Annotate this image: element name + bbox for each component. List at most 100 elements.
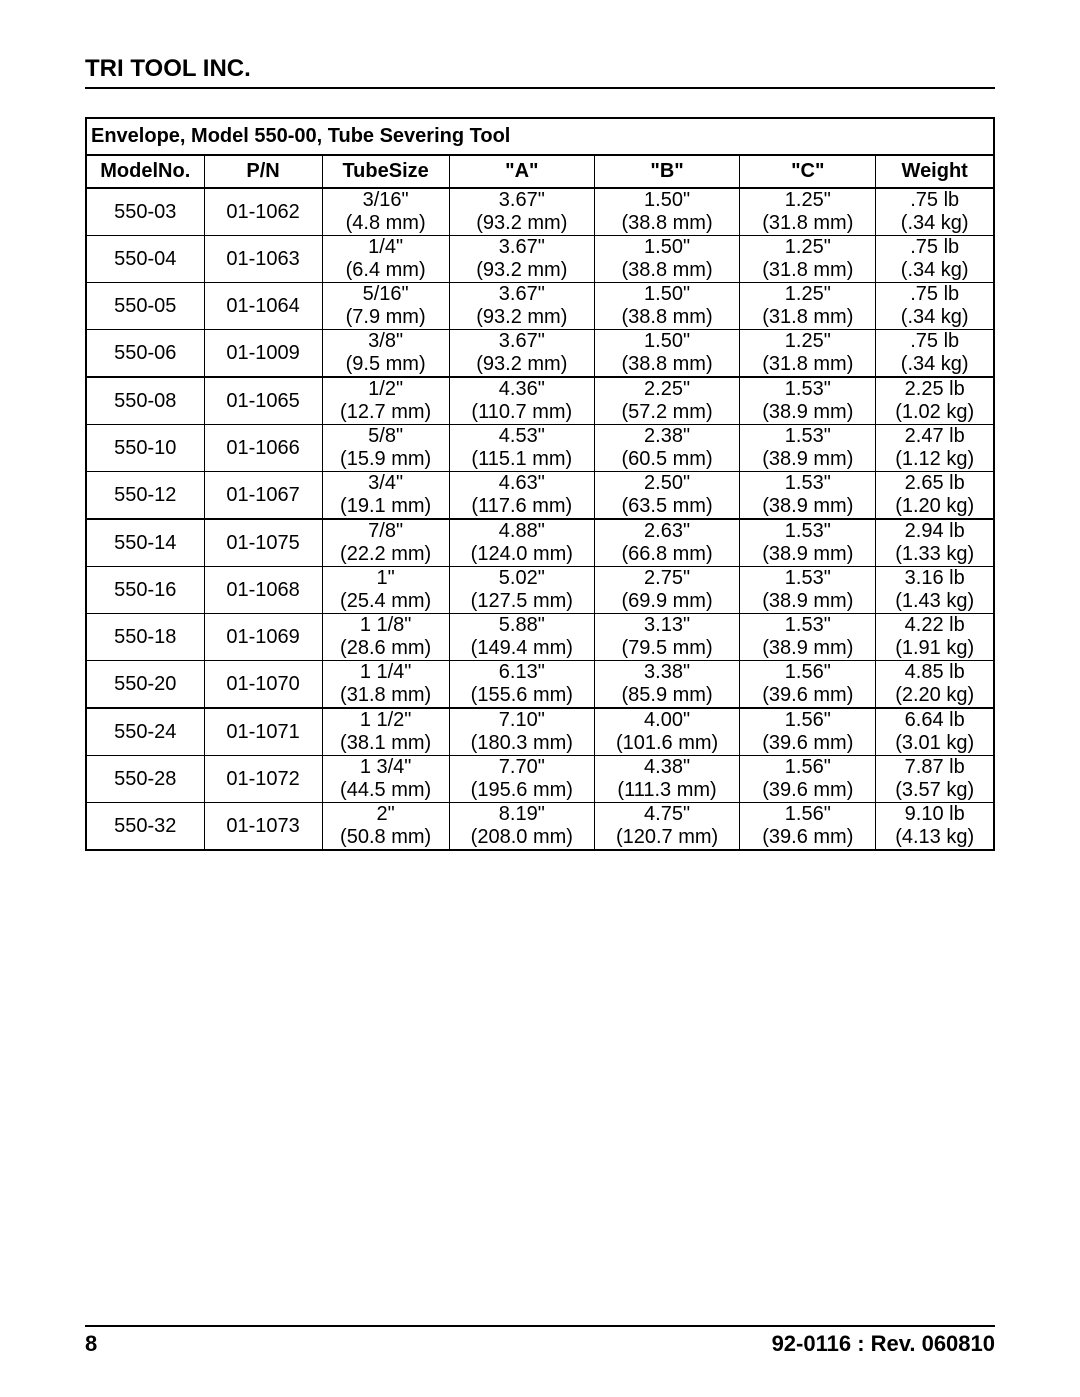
cell-tube-size: 1/2"(12.7 mm) [322, 377, 449, 425]
cell-a: 4.88"(124.0 mm) [449, 519, 594, 567]
cell-a: 3.67"(93.2 mm) [449, 330, 594, 378]
cell-model: 550-04 [86, 236, 204, 283]
cell-tube-size: 1 3/4"(44.5 mm) [322, 756, 449, 803]
cell-tube-size: 1/4"(6.4 mm) [322, 236, 449, 283]
cell-weight: 4.85 lb(2.20 kg) [876, 661, 994, 709]
cell-a: 3.67"(93.2 mm) [449, 236, 594, 283]
cell-weight: 2.25 lb(1.02 kg) [876, 377, 994, 425]
cell-pn: 01-1009 [204, 330, 322, 378]
cell-c: 1.53"(38.9 mm) [740, 614, 876, 661]
cell-b: 3.38"(85.9 mm) [594, 661, 739, 709]
cell-pn: 01-1065 [204, 377, 322, 425]
cell-a: 4.53"(115.1 mm) [449, 425, 594, 472]
cell-c: 1.25"(31.8 mm) [740, 236, 876, 283]
cell-tube-size: 5/16"(7.9 mm) [322, 283, 449, 330]
cell-c: 1.53"(38.9 mm) [740, 425, 876, 472]
cell-b: 1.50"(38.8 mm) [594, 188, 739, 236]
cell-weight: 2.65 lb(1.20 kg) [876, 472, 994, 520]
cell-pn: 01-1067 [204, 472, 322, 520]
table-row: 550-1801-10691 1/8"(28.6 mm)5.88"(149.4 … [86, 614, 994, 661]
cell-model: 550-12 [86, 472, 204, 520]
cell-pn: 01-1068 [204, 567, 322, 614]
cell-pn: 01-1075 [204, 519, 322, 567]
cell-tube-size: 1"(25.4 mm) [322, 567, 449, 614]
cell-weight: 6.64 lb(3.01 kg) [876, 708, 994, 756]
cell-c: 1.25"(31.8 mm) [740, 330, 876, 378]
table-caption: Envelope, Model 550-00, Tube Severing To… [86, 118, 994, 155]
column-header: "A" [449, 155, 594, 188]
table-header-row: ModelNo.P/NTubeSize"A""B""C"Weight [86, 155, 994, 188]
table-row: 550-1201-10673/4"(19.1 mm)4.63"(117.6 mm… [86, 472, 994, 520]
cell-b: 1.50"(38.8 mm) [594, 330, 739, 378]
cell-weight: 2.94 lb(1.33 kg) [876, 519, 994, 567]
cell-a: 7.70"(195.6 mm) [449, 756, 594, 803]
cell-b: 1.50"(38.8 mm) [594, 283, 739, 330]
cell-pn: 01-1063 [204, 236, 322, 283]
page-footer: 8 92-0116 : Rev. 060810 [85, 1325, 995, 1357]
cell-c: 1.25"(31.8 mm) [740, 188, 876, 236]
cell-a: 4.63"(117.6 mm) [449, 472, 594, 520]
table-row: 550-1601-10681"(25.4 mm)5.02"(127.5 mm)2… [86, 567, 994, 614]
cell-b: 1.50"(38.8 mm) [594, 236, 739, 283]
column-header: P/N [204, 155, 322, 188]
cell-c: 1.56"(39.6 mm) [740, 708, 876, 756]
cell-tube-size: 2"(50.8 mm) [322, 803, 449, 851]
page-header: TRI TOOL INC. [85, 55, 995, 89]
cell-c: 1.53"(38.9 mm) [740, 377, 876, 425]
cell-c: 1.56"(39.6 mm) [740, 756, 876, 803]
table-row: 550-0801-10651/2"(12.7 mm)4.36"(110.7 mm… [86, 377, 994, 425]
spec-table: Envelope, Model 550-00, Tube Severing To… [85, 117, 995, 851]
cell-model: 550-14 [86, 519, 204, 567]
cell-a: 5.88"(149.4 mm) [449, 614, 594, 661]
revision: 92-0116 : Rev. 060810 [772, 1331, 995, 1357]
cell-weight: .75 lb(.34 kg) [876, 236, 994, 283]
cell-pn: 01-1073 [204, 803, 322, 851]
table-row: 550-0601-10093/8"(9.5 mm)3.67"(93.2 mm)1… [86, 330, 994, 378]
column-header: "C" [740, 155, 876, 188]
table-row: 550-3201-10732"(50.8 mm)8.19"(208.0 mm)4… [86, 803, 994, 851]
cell-b: 3.13"(79.5 mm) [594, 614, 739, 661]
cell-a: 4.36"(110.7 mm) [449, 377, 594, 425]
column-header: Weight [876, 155, 994, 188]
cell-pn: 01-1071 [204, 708, 322, 756]
cell-model: 550-18 [86, 614, 204, 661]
cell-a: 7.10"(180.3 mm) [449, 708, 594, 756]
cell-pn: 01-1069 [204, 614, 322, 661]
cell-c: 1.25"(31.8 mm) [740, 283, 876, 330]
cell-a: 8.19"(208.0 mm) [449, 803, 594, 851]
cell-tube-size: 5/8"(15.9 mm) [322, 425, 449, 472]
cell-c: 1.53"(38.9 mm) [740, 472, 876, 520]
cell-model: 550-16 [86, 567, 204, 614]
cell-model: 550-28 [86, 756, 204, 803]
cell-pn: 01-1066 [204, 425, 322, 472]
table-row: 550-2801-10721 3/4"(44.5 mm)7.70"(195.6 … [86, 756, 994, 803]
column-header: TubeSize [322, 155, 449, 188]
cell-weight: 4.22 lb(1.91 kg) [876, 614, 994, 661]
cell-b: 2.75"(69.9 mm) [594, 567, 739, 614]
cell-weight: 9.10 lb(4.13 kg) [876, 803, 994, 851]
cell-pn: 01-1070 [204, 661, 322, 709]
table-row: 550-0301-10623/16"(4.8 mm)3.67"(93.2 mm)… [86, 188, 994, 236]
table-row: 550-1001-10665/8"(15.9 mm)4.53"(115.1 mm… [86, 425, 994, 472]
cell-c: 1.53"(38.9 mm) [740, 519, 876, 567]
cell-b: 2.50"(63.5 mm) [594, 472, 739, 520]
column-header: ModelNo. [86, 155, 204, 188]
table-row: 550-2401-10711 1/2"(38.1 mm)7.10"(180.3 … [86, 708, 994, 756]
cell-model: 550-05 [86, 283, 204, 330]
table-caption-row: Envelope, Model 550-00, Tube Severing To… [86, 118, 994, 155]
cell-tube-size: 1 1/2"(38.1 mm) [322, 708, 449, 756]
cell-b: 2.25"(57.2 mm) [594, 377, 739, 425]
cell-a: 5.02"(127.5 mm) [449, 567, 594, 614]
cell-weight: 2.47 lb(1.12 kg) [876, 425, 994, 472]
cell-tube-size: 7/8"(22.2 mm) [322, 519, 449, 567]
cell-a: 6.13"(155.6 mm) [449, 661, 594, 709]
cell-b: 4.00"(101.6 mm) [594, 708, 739, 756]
cell-weight: .75 lb(.34 kg) [876, 283, 994, 330]
cell-b: 2.63"(66.8 mm) [594, 519, 739, 567]
column-header: "B" [594, 155, 739, 188]
cell-weight: 3.16 lb(1.43 kg) [876, 567, 994, 614]
cell-b: 4.38"(111.3 mm) [594, 756, 739, 803]
cell-tube-size: 1 1/4"(31.8 mm) [322, 661, 449, 709]
cell-model: 550-03 [86, 188, 204, 236]
cell-c: 1.56"(39.6 mm) [740, 661, 876, 709]
